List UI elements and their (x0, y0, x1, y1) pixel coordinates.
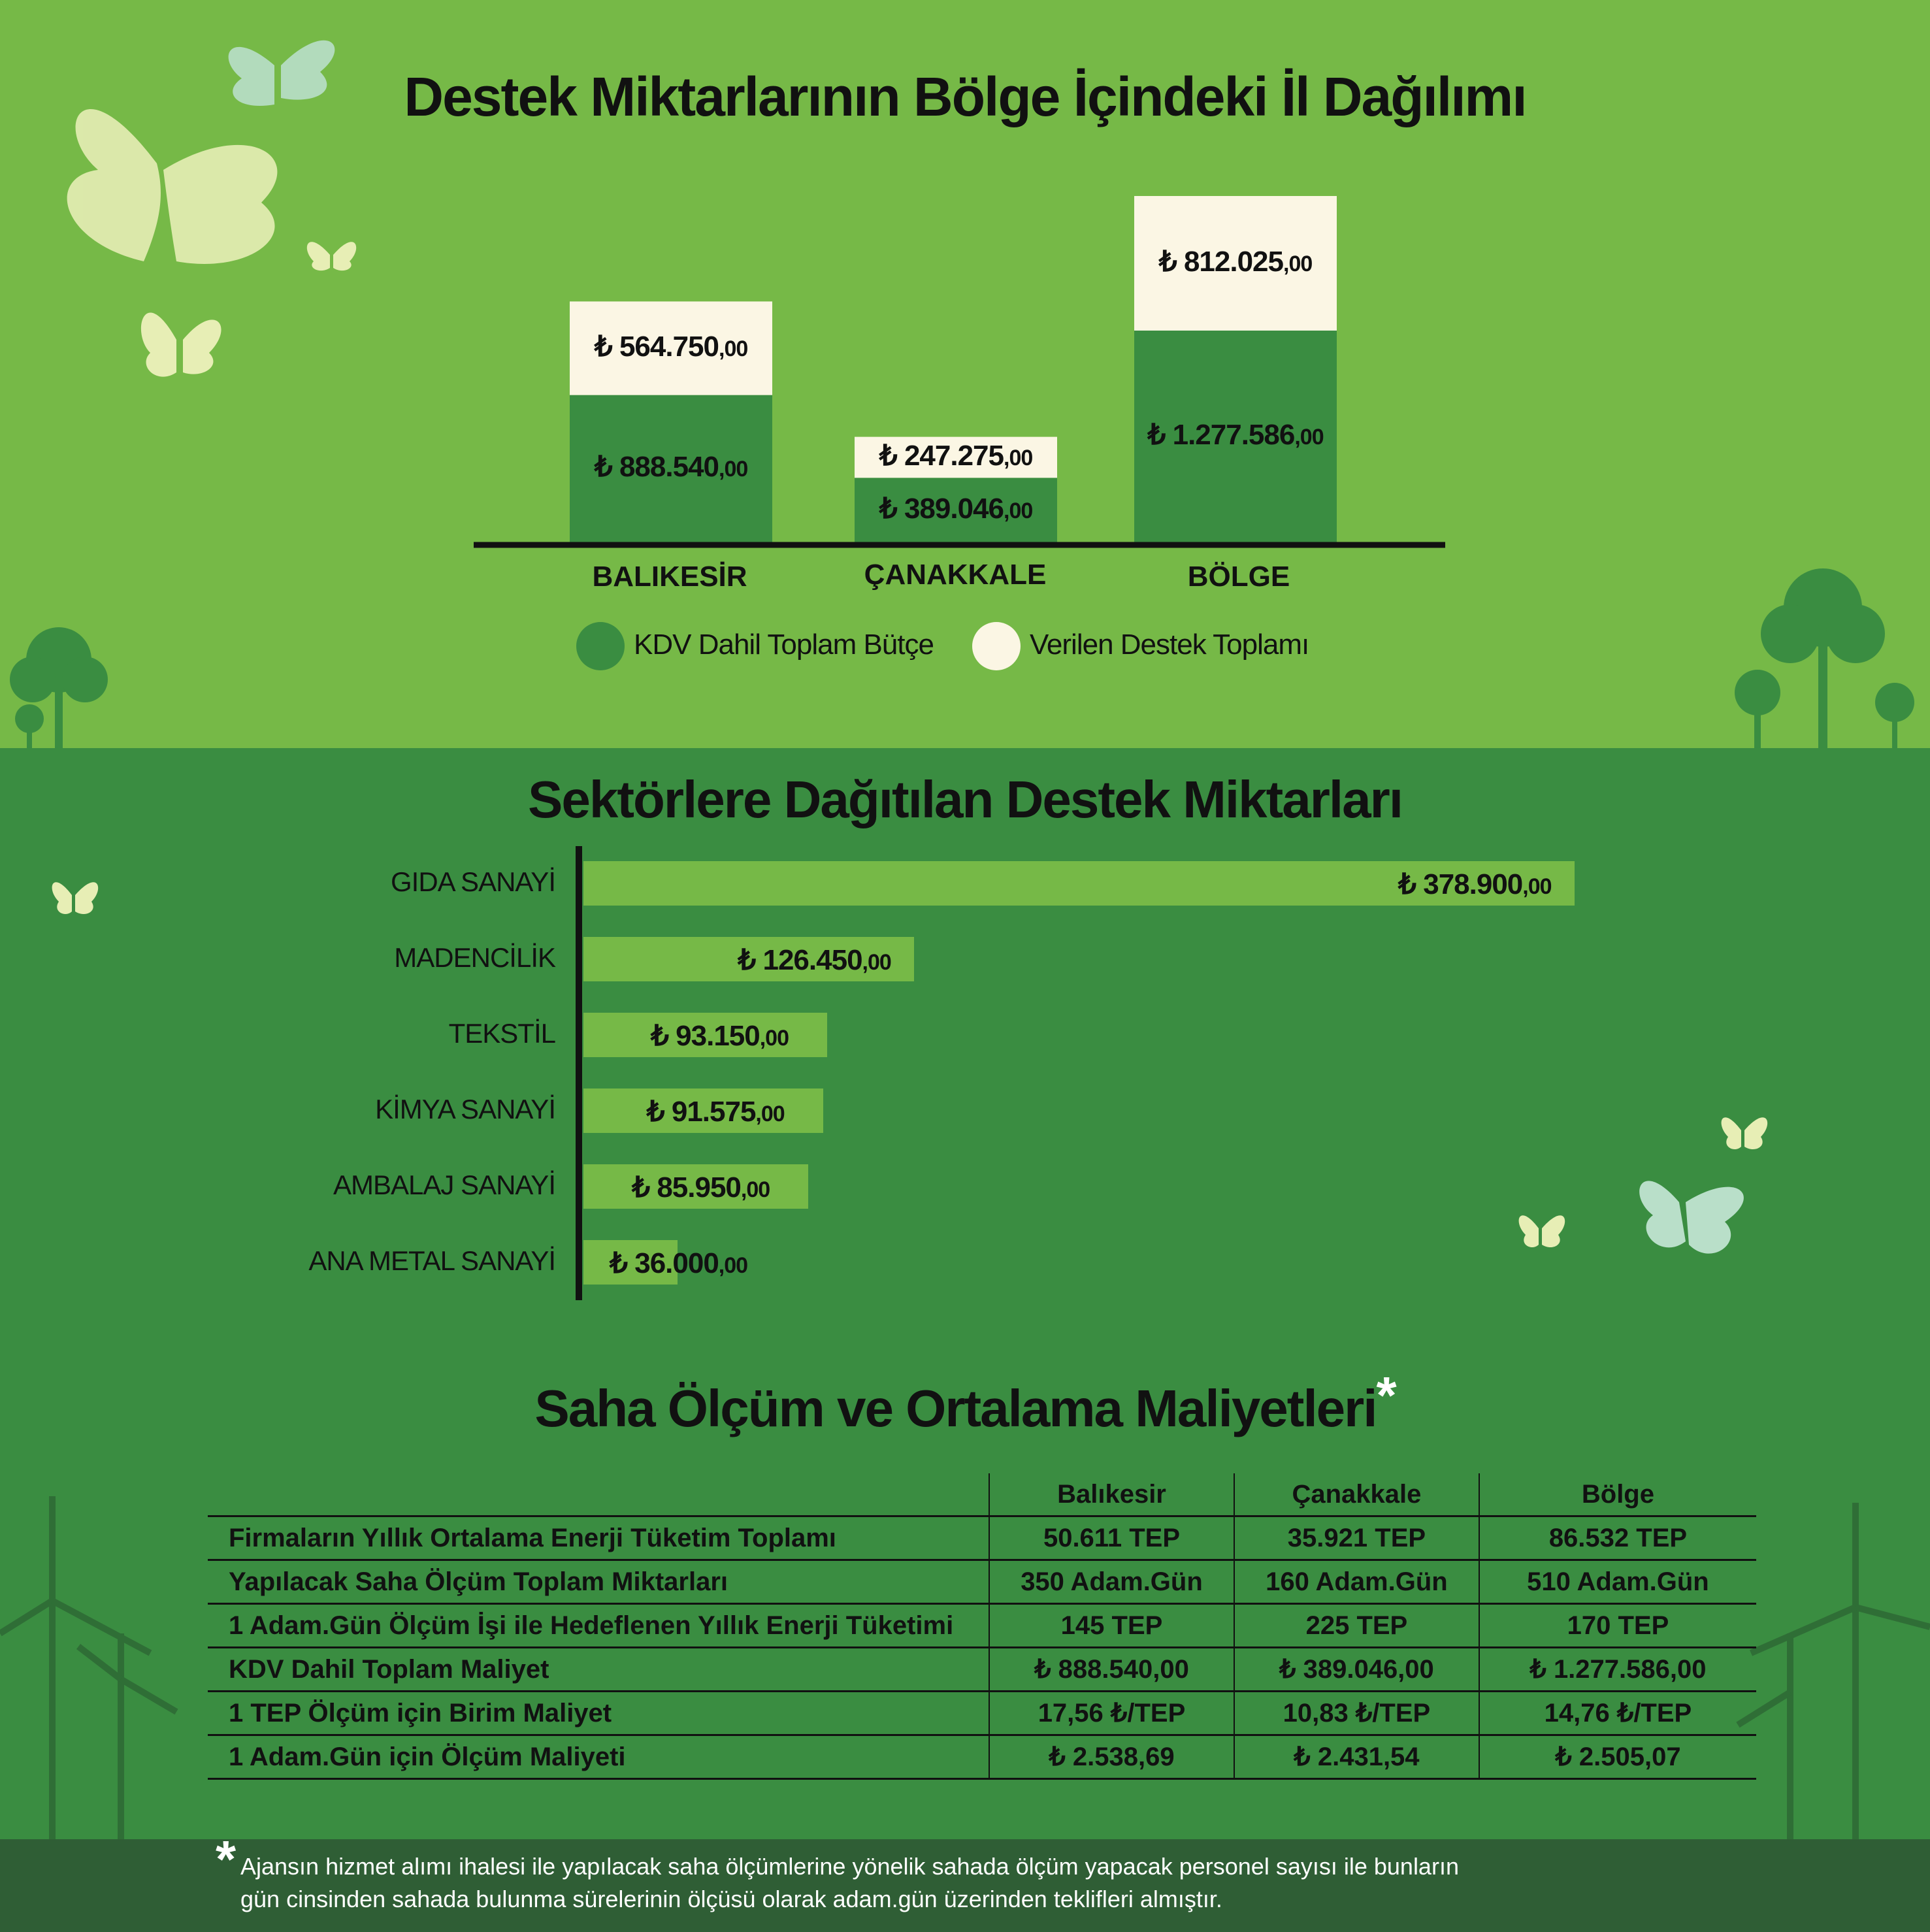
table-header-cell: Balıkesir (989, 1473, 1234, 1517)
bar-support (855, 436, 1057, 478)
table-header-cell: Bölge (1478, 1473, 1756, 1517)
row-label: Yapılacak Saha Ölçüm Toplam Miktarları (208, 1560, 990, 1605)
footer-background (0, 1839, 1930, 1932)
data-label: ₺ 812.025,00 (1158, 245, 1313, 278)
chart1-title: Destek Miktarlarının Bölge İçindeki İl D… (404, 66, 1527, 127)
data-label: ₺ 564.750,00 (594, 331, 749, 363)
butterfly-icon (1518, 1215, 1565, 1248)
table-cell: 10,83 ₺/TEP (1233, 1691, 1479, 1736)
chart1-plot (474, 196, 1445, 548)
data-label: ₺ 247.275,00 (879, 439, 1034, 472)
legend-label: KDV Dahil Toplam Bütçe (634, 629, 934, 661)
table-title-text: Saha Ölçüm ve Ortalama Maliyetleri (534, 1379, 1377, 1437)
table-cell: 170 TEP (1478, 1603, 1756, 1648)
butterfly-icon (1721, 1117, 1768, 1150)
data-label: ₺ 85.950,00 (632, 1171, 770, 1203)
table-cell: ₺ 1.277.586,00 (1478, 1647, 1756, 1692)
y-tick-label: MADENCİLİK (394, 942, 556, 973)
bar-support (570, 301, 772, 395)
table-header-cell (208, 1473, 990, 1517)
data-label: ₺ 126.450,00 (738, 944, 892, 976)
table-cell: 14,76 ₺/TEP (1478, 1691, 1756, 1736)
footnote-line: Ajansın hizmet alımı ihalesi ile yapılac… (240, 1853, 1459, 1880)
butterfly-icon (306, 242, 357, 271)
table-row: 1 Adam.Gün Ölçüm İşi ile Hedeflenen Yıll… (208, 1603, 1756, 1648)
sector-bar (583, 1089, 823, 1133)
cost-table: Balıkesir Çanakkale Bölge Firmaların Yıl… (208, 1473, 1756, 1780)
asterisk-mark: * (1376, 1366, 1397, 1424)
table-cell: 510 Adam.Gün (1478, 1560, 1756, 1605)
bar-budget (570, 395, 772, 542)
data-label: ₺ 378.900,00 (1398, 868, 1552, 900)
data-label: ₺ 1.277.586,00 (1147, 418, 1324, 451)
x-tick-label: BALIKESİR (592, 561, 747, 593)
sector-bar (583, 1013, 827, 1057)
table-cell: 17,56 ₺/TEP (989, 1691, 1234, 1736)
y-tick-label: ANA METAL SANAYİ (308, 1245, 556, 1276)
row-label: KDV Dahil Toplam Maliyet (208, 1647, 990, 1692)
data-label: ₺ 93.150,00 (650, 1020, 789, 1052)
table-cell: ₺ 888.540,00 (989, 1647, 1234, 1692)
table-row: KDV Dahil Toplam Maliyet ₺ 888.540,00 ₺ 38… (208, 1647, 1756, 1692)
table-cell: ₺ 2.431,54 (1233, 1735, 1479, 1780)
table-cell: 160 Adam.Gün (1233, 1560, 1479, 1605)
table-cell: 145 TEP (989, 1603, 1234, 1648)
top-background (0, 0, 1930, 748)
legend-swatch-budget (576, 622, 625, 670)
table-cell: 86.532 TEP (1478, 1516, 1756, 1561)
bar-budget (855, 478, 1057, 542)
table-row: Firmaların Yıllık Ortalama Enerji Tüketi… (208, 1516, 1756, 1561)
sector-bar (583, 861, 1575, 906)
y-tick-label: GIDA SANAYİ (391, 866, 556, 897)
legend-swatch-support (972, 622, 1021, 670)
bar-support (1134, 196, 1337, 331)
data-label: ₺ 36.000,00 (610, 1247, 748, 1279)
table-cell: 350 Adam.Gün (989, 1560, 1234, 1605)
footnote-line: gün cinsinden sahada bulunma sürelerinin… (240, 1886, 1222, 1912)
chart2-title: Sektörlere Dağıtılan Destek Miktarları (528, 770, 1403, 828)
y-tick-label: AMBALAJ SANAYİ (333, 1170, 556, 1200)
table-cell: 50.611 TEP (989, 1516, 1234, 1561)
butterfly-icon (228, 40, 335, 106)
table-row: 1 TEP Ölçüm için Birim Maliyet 17,56 ₺/TE… (208, 1691, 1756, 1736)
y-tick-label: TEKSTİL (448, 1018, 556, 1049)
x-tick-label: BÖLGE (1187, 561, 1290, 593)
table-title: Saha Ölçüm ve Ortalama Maliyetleri* (0, 1366, 1930, 1439)
x-tick-label: ÇANAKKALE (864, 559, 1047, 591)
table-cell: ₺ 2.505,07 (1478, 1735, 1756, 1780)
row-label: 1 Adam.Gün için Ölçüm Maliyeti (208, 1735, 990, 1780)
sector-bar (583, 1240, 678, 1285)
table-cell: ₺ 389.046,00 (1233, 1647, 1479, 1692)
table-header-row: Balıkesir Çanakkale Bölge (208, 1473, 1756, 1517)
tree-icon (10, 568, 1914, 748)
table-cell: 225 TEP (1233, 1603, 1479, 1648)
data-label: ₺ 389.046,00 (879, 492, 1034, 525)
row-label: 1 TEP Ölçüm için Birim Maliyet (208, 1691, 990, 1736)
butterfly-icon (67, 108, 278, 264)
butterfly-icon (140, 312, 221, 377)
butterfly-icon (1639, 1181, 1744, 1254)
bar-budget (1134, 330, 1337, 542)
chart2-axis (576, 846, 582, 1300)
row-label: 1 Adam.Gün Ölçüm İşi ile Hedeflenen Yıll… (208, 1603, 990, 1648)
y-tick-label: KİMYA SANAYİ (375, 1094, 556, 1124)
sector-bar (583, 937, 915, 981)
footnote-mark: * (216, 1830, 237, 1888)
table-header-cell: Çanakkale (1233, 1473, 1479, 1517)
table-row: Yapılacak Saha Ölçüm Toplam Miktarları 35… (208, 1560, 1756, 1605)
sector-bar (583, 1164, 809, 1209)
row-label: Firmaların Yıllık Ortalama Enerji Tüketi… (208, 1516, 990, 1561)
table-cell: 35.921 TEP (1233, 1516, 1479, 1561)
legend-label: Verilen Destek Toplamı (1030, 629, 1309, 661)
butterfly-icon (52, 882, 99, 915)
data-label: ₺ 91.575,00 (646, 1096, 785, 1128)
wind-turbine-icon (0, 1496, 1930, 1839)
table-cell: ₺ 2.538,69 (989, 1735, 1234, 1780)
table-row: 1 Adam.Gün için Ölçüm Maliyeti ₺ 2.538,69… (208, 1735, 1756, 1780)
data-label: ₺ 888.540,00 (594, 451, 749, 483)
